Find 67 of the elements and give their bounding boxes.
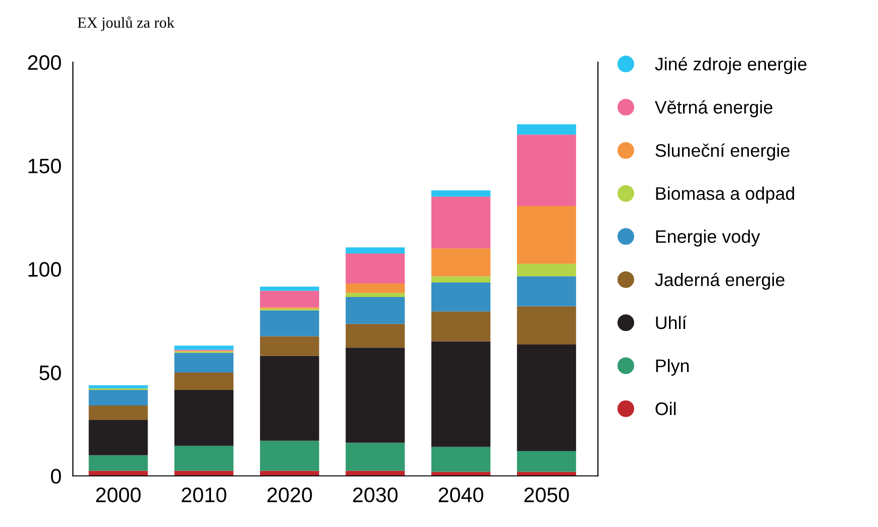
bar (516, 472, 576, 476)
legend-label: Sluneční energie (656, 143, 790, 160)
legend-label: Jiné zdroje energie (654, 56, 806, 74)
x-tick-label: 2030 (353, 488, 398, 502)
bar (431, 311, 490, 342)
y-tick-label: 50 (39, 365, 61, 380)
bar (88, 420, 148, 456)
bar (346, 470, 405, 476)
bar (260, 470, 320, 476)
bar (516, 134, 576, 206)
bar (346, 324, 405, 348)
x-tick-label: 2000 (96, 488, 141, 502)
bar (174, 372, 234, 390)
bar (516, 306, 576, 345)
bar (174, 470, 234, 476)
bar (174, 390, 234, 446)
bar (431, 196, 490, 248)
legend-label: Plyn (656, 358, 689, 376)
bar (516, 124, 576, 135)
bar (346, 254, 405, 284)
bar (346, 442, 405, 471)
chart-title: EX joulů za rok (78, 16, 174, 31)
y-tick-label: 200 (28, 55, 61, 70)
bar (431, 248, 490, 276)
bar (88, 470, 148, 476)
x-tick-label: 2020 (267, 488, 312, 502)
bar (346, 247, 405, 254)
bar (174, 446, 234, 471)
bar (174, 352, 234, 372)
legend-label: Oil (656, 402, 676, 416)
bar (346, 292, 405, 297)
y-tick-label: 100 (28, 262, 61, 277)
bar (260, 336, 320, 356)
bar (260, 356, 320, 441)
bar (88, 455, 148, 471)
bar (260, 290, 320, 308)
bar (346, 348, 405, 443)
bar (88, 385, 148, 388)
legend-label: Větrná energie (654, 100, 772, 118)
bar (516, 206, 576, 264)
y-tick-label: 150 (28, 158, 61, 174)
bar (516, 451, 576, 472)
bar (260, 310, 320, 336)
bar (431, 190, 490, 197)
bar (516, 276, 576, 306)
bar (88, 390, 148, 406)
bar (431, 341, 490, 447)
bar (516, 344, 576, 452)
legend-label: Jaderná energie (654, 272, 784, 290)
legend-label: Uhlí (656, 316, 687, 330)
x-tick-label: 2010 (182, 488, 226, 502)
bar (431, 446, 490, 472)
y-tick-label: 0 (50, 468, 61, 484)
bar (260, 440, 320, 471)
bar (260, 286, 320, 291)
bar (516, 264, 576, 276)
bar (88, 406, 148, 420)
bar (431, 472, 490, 476)
x-tick-label: 2040 (438, 488, 484, 502)
bar (431, 276, 490, 282)
bar (431, 282, 490, 312)
bar (346, 284, 405, 293)
x-tick-label: 2050 (524, 488, 569, 502)
legend-label: Biomasa a odpad (656, 186, 794, 204)
bar (174, 346, 234, 350)
bar (346, 296, 405, 324)
legend-label: Energie vody (656, 230, 760, 247)
